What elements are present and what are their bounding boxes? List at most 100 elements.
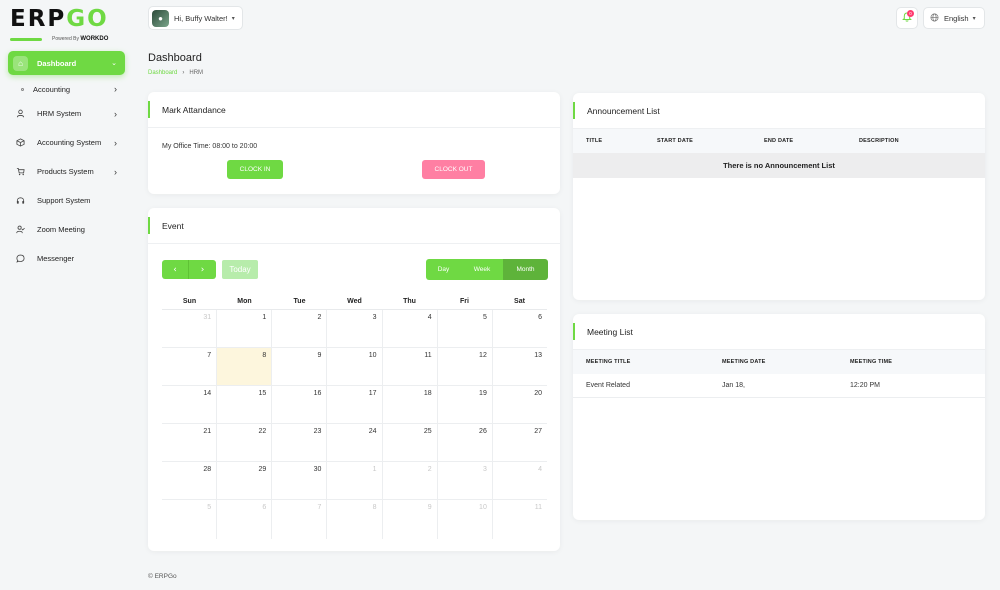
calendar-day-number: 3 xyxy=(482,466,487,473)
calendar-day-number: 2 xyxy=(317,314,322,321)
logo-powered-prefix: Powered By xyxy=(52,36,79,42)
event-card: Event ‹ › Today Day Week Month Sun Mon Tue… xyxy=(148,208,560,551)
calendar-day-number: 6 xyxy=(538,314,542,321)
calendar-day-cell[interactable]: 23 xyxy=(272,424,328,461)
language-selector[interactable]: English ▾ xyxy=(923,7,985,29)
clock-out-button[interactable]: CLOCK OUT xyxy=(422,160,485,179)
calendar-day-cell[interactable]: 1 xyxy=(327,462,383,499)
user-menu-button[interactable]: ● Hi, Buffy Walter! ▾ xyxy=(148,6,243,30)
calendar-day-cell[interactable]: 17 xyxy=(327,386,383,423)
empty-state: There is no Announcement List xyxy=(573,153,985,178)
calendar-day-cell[interactable]: 14 xyxy=(162,386,218,423)
calendar-day-cell[interactable]: 21 xyxy=(162,424,218,461)
sidebar-item-support-system[interactable]: Support System xyxy=(8,186,125,215)
calendar-day-cell[interactable]: 13 xyxy=(493,348,547,385)
globe-icon xyxy=(930,13,939,24)
calendar-day-cell[interactable]: 28 xyxy=(162,462,218,499)
calendar-day-cell[interactable]: 15 xyxy=(217,386,273,423)
weekday-label: Sun xyxy=(182,298,197,305)
calendar-day-cell[interactable]: 10 xyxy=(438,500,493,539)
sidebar-item-messenger[interactable]: Messenger xyxy=(8,244,125,273)
calendar-day-cell[interactable]: 9 xyxy=(272,348,328,385)
calendar-day-cell[interactable]: 4 xyxy=(493,462,547,499)
calendar-day-cell[interactable]: 2 xyxy=(272,310,328,347)
sidebar-subitem-accounting[interactable]: Accounting › xyxy=(8,79,125,99)
calendar-day-cell[interactable]: 1 xyxy=(217,310,273,347)
calendar-day-cell[interactable]: 7 xyxy=(272,500,328,539)
sidebar-item-label: Messenger xyxy=(37,254,75,263)
calendar-day-number: 15 xyxy=(258,390,267,397)
calendar-day-cell[interactable]: 7 xyxy=(162,348,218,385)
column-header-start-date[interactable]: START DATE xyxy=(657,138,694,144)
calendar-day-cell[interactable]: 25 xyxy=(383,424,438,461)
calendar-day-cell[interactable]: 3 xyxy=(438,462,493,499)
calendar-day-cell[interactable]: 11 xyxy=(383,348,438,385)
calendar-day-number: 20 xyxy=(534,390,542,397)
calendar-day-cell[interactable]: 5 xyxy=(162,500,218,539)
calendar-day-cell[interactable]: 26 xyxy=(438,424,493,461)
calendar-day-cell[interactable]: 20 xyxy=(493,386,547,423)
calendar-weekday-header: Sun Mon Tue Wed Thu Fri Sat xyxy=(162,298,547,310)
calendar-day-number: 10 xyxy=(368,352,377,359)
calendar-day-cell[interactable]: 11 xyxy=(493,500,547,539)
calendar-day-cell[interactable]: 27 xyxy=(493,424,547,461)
sidebar-item-accounting-system[interactable]: Accounting System › xyxy=(8,128,125,157)
sidebar-item-products-system[interactable]: Products System › xyxy=(8,157,125,186)
column-header-meeting-title[interactable]: MEETING TITLE xyxy=(586,359,631,365)
column-header-title[interactable]: TITLE xyxy=(586,138,603,144)
calendar-day-cell[interactable]: 10 xyxy=(327,348,383,385)
calendar-day-cell[interactable]: 19 xyxy=(438,386,493,423)
sidebar-item-dashboard[interactable]: ⌂ Dashboard ⌄ xyxy=(8,51,125,75)
calendar-week-row: 14 15 16 17 18 19 20 xyxy=(162,386,547,424)
calendar-day-cell[interactable]: 2 xyxy=(383,462,438,499)
sidebar-item-label: Products System xyxy=(37,167,94,176)
calendar-day-number: 13 xyxy=(534,352,542,359)
column-header-meeting-date[interactable]: MEETING DATE xyxy=(722,359,766,365)
calendar-day-cell[interactable]: 22 xyxy=(217,424,273,461)
calendar-week-row: 31 1 2 3 4 5 6 xyxy=(162,310,547,348)
logo-word-main: ERP xyxy=(10,6,67,32)
calendar-day-cell[interactable]: 6 xyxy=(217,500,273,539)
calendar-today-button[interactable]: Today xyxy=(222,260,258,279)
calendar-day-number: 26 xyxy=(479,428,487,435)
calendar-day-cell[interactable]: 24 xyxy=(327,424,383,461)
view-day-button[interactable]: Day xyxy=(426,259,461,280)
calendar-day-cell-today[interactable]: 8 xyxy=(217,348,273,385)
calendar-day-cell[interactable]: 6 xyxy=(493,310,547,347)
cart-icon xyxy=(13,164,28,179)
calendar-day-cell[interactable]: 18 xyxy=(383,386,438,423)
calendar-day-cell[interactable]: 5 xyxy=(438,310,493,347)
app-logo[interactable]: ERPGO Powered By WORKDO xyxy=(10,6,125,46)
clock-in-button[interactable]: CLOCK IN xyxy=(227,160,283,179)
headphones-icon xyxy=(13,193,28,208)
calendar-day-cell[interactable]: 12 xyxy=(438,348,493,385)
breadcrumb-separator-icon: › xyxy=(182,70,185,76)
sidebar-item-zoom-meeting[interactable]: Zoom Meeting xyxy=(8,215,125,244)
breadcrumb: Dashboard › HRM xyxy=(148,70,203,76)
view-week-button[interactable]: Week xyxy=(461,259,503,280)
column-header-end-date[interactable]: END DATE xyxy=(764,138,794,144)
notifications-button[interactable]: 0 xyxy=(896,7,918,29)
calendar-day-cell[interactable]: 8 xyxy=(327,500,383,539)
calendar-day-cell[interactable]: 29 xyxy=(217,462,273,499)
breadcrumb-link-dashboard[interactable]: Dashboard xyxy=(148,70,178,76)
column-header-meeting-time[interactable]: MEETING TIME xyxy=(850,359,893,365)
calendar-day-cell[interactable]: 3 xyxy=(327,310,383,347)
sidebar-nav: ⌂ Dashboard ⌄ Accounting › HRM System › … xyxy=(8,51,125,273)
table-row[interactable]: Event Related Jan 18, 12:20 PM xyxy=(573,374,985,398)
view-month-button[interactable]: Month xyxy=(503,259,548,280)
calendar-day-cell[interactable]: 4 xyxy=(383,310,438,347)
chevron-down-icon: ⌄ xyxy=(111,60,117,67)
calendar-prev-button[interactable]: ‹ xyxy=(162,260,189,279)
calendar-day-cell[interactable]: 31 xyxy=(162,310,218,347)
calendar-day-number: 7 xyxy=(317,504,322,511)
sidebar-item-hrm-system[interactable]: HRM System › xyxy=(8,99,125,128)
calendar-day-cell[interactable]: 16 xyxy=(272,386,328,423)
calendar-next-button[interactable]: › xyxy=(189,260,216,279)
meeting-date-cell: Jan 18, xyxy=(722,382,745,389)
calendar-day-cell[interactable]: 9 xyxy=(383,500,438,539)
weekday-label: Mon xyxy=(237,298,252,305)
calendar-day-cell[interactable]: 30 xyxy=(272,462,328,499)
column-header-description[interactable]: DESCRIPTION xyxy=(859,138,899,144)
chevron-right-icon: › xyxy=(114,84,117,94)
